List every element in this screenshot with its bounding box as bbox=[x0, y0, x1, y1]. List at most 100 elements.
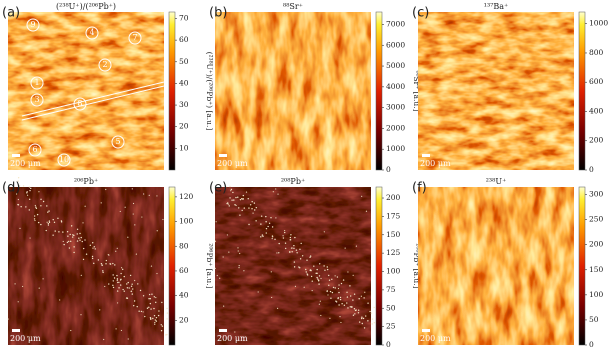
colorbar-tick-label: 100 bbox=[589, 290, 604, 299]
scale-bar-label: 200 μm bbox=[420, 334, 451, 343]
panel-label: (a) bbox=[2, 6, 20, 21]
colorbar-tick-label: 125 bbox=[386, 248, 401, 257]
scale-bar bbox=[422, 329, 430, 332]
colorbar-label: ²⁰⁸Pb⁺ [a.u.] bbox=[412, 243, 421, 288]
marker-circle bbox=[111, 135, 125, 149]
colorbar-tick-label: 7000 bbox=[386, 19, 405, 28]
colorbar-tick-label: 20 bbox=[179, 315, 189, 324]
colorbar-tick-label: 10 bbox=[179, 143, 189, 152]
colorbar-tick-label: 200 bbox=[589, 240, 604, 249]
colorbar bbox=[168, 11, 176, 171]
marker-label: 8 bbox=[77, 99, 82, 108]
colorbar-tick-label: 1000 bbox=[386, 144, 405, 153]
colorbar-tick-label: 70 bbox=[179, 13, 189, 22]
colorbar-tick-label: 120 bbox=[179, 192, 194, 201]
panel-title: ¹³⁷Ba⁺ bbox=[484, 2, 509, 11]
marker-circle bbox=[128, 31, 142, 45]
scale-bar bbox=[422, 154, 430, 157]
colorbar-tick-label: 40 bbox=[179, 291, 189, 300]
colorbar-tick-label: 50 bbox=[386, 303, 396, 312]
colorbar-tick-label: 0 bbox=[386, 165, 391, 174]
map-image bbox=[8, 187, 164, 345]
marker-label: 3 bbox=[34, 95, 39, 104]
colorbar-tick-label: 4000 bbox=[386, 82, 405, 91]
colorbar-label: ²⁰⁶Pb⁺ [a.u.] bbox=[205, 243, 214, 288]
panel-title: (²³⁸U⁺)/(²⁰⁶Pb⁺) bbox=[56, 2, 116, 11]
scale-bar-label: 200 μm bbox=[217, 159, 248, 168]
scale-bar bbox=[12, 154, 20, 157]
colorbar-tick-label: 25 bbox=[386, 322, 396, 331]
marker-label: 1 bbox=[34, 78, 39, 87]
colorbar-tick-label: 30 bbox=[179, 100, 189, 109]
colorbar-tick-label: 600 bbox=[589, 77, 604, 86]
colorbar-tick-label: 0 bbox=[589, 340, 594, 349]
profile-line bbox=[21, 81, 165, 117]
colorbar-tick-label: 400 bbox=[589, 106, 604, 115]
marker-circle bbox=[98, 58, 112, 72]
colorbar-tick-label: 60 bbox=[179, 35, 189, 44]
colorbar-tick-label: 800 bbox=[589, 48, 604, 57]
colorbar bbox=[578, 11, 586, 171]
map-image bbox=[215, 187, 371, 345]
colorbar-tick-label: 80 bbox=[179, 241, 189, 250]
panel-label: (c) bbox=[412, 6, 429, 21]
scale-bar bbox=[219, 329, 227, 332]
colorbar-tick-label: 250 bbox=[589, 215, 604, 224]
panel-label: (f) bbox=[412, 181, 427, 196]
colorbar-tick-label: 200 bbox=[589, 136, 604, 145]
scale-bar-label: 200 μm bbox=[420, 159, 451, 168]
colorbar-tick-label: 50 bbox=[179, 57, 189, 66]
marker-circle bbox=[30, 93, 44, 107]
panel-title: ⁸⁸Sr⁺ bbox=[283, 2, 303, 11]
scale-bar bbox=[12, 329, 20, 332]
colorbar-tick-label: 50 bbox=[589, 315, 599, 324]
colorbar-tick-label: 0 bbox=[589, 165, 594, 174]
map-image bbox=[215, 12, 371, 170]
colorbar-tick-label: 150 bbox=[589, 265, 604, 274]
scale-bar-label: 200 μm bbox=[10, 334, 41, 343]
scale-bar-label: 200 μm bbox=[217, 334, 248, 343]
colorbar-tick-label: 175 bbox=[386, 211, 401, 220]
marker-label: 6 bbox=[32, 145, 37, 154]
marker-label: 10 bbox=[59, 155, 69, 164]
scale-bar bbox=[219, 154, 227, 157]
scale-bar-label: 200 μm bbox=[10, 159, 41, 168]
marker-label: 4 bbox=[89, 28, 94, 37]
marker-label: 7 bbox=[132, 33, 137, 42]
colorbar bbox=[375, 11, 383, 171]
colorbar-tick-label: 3000 bbox=[386, 103, 405, 112]
marker-circle bbox=[30, 76, 44, 90]
colorbar-tick-label: 1000 bbox=[589, 19, 608, 28]
colorbar-tick-label: 150 bbox=[386, 230, 401, 239]
colorbar-tick-label: 200 bbox=[386, 193, 401, 202]
colorbar-tick-label: 75 bbox=[386, 285, 396, 294]
panel-title: ²⁰⁶Pb⁺ bbox=[74, 177, 98, 186]
marker-circle bbox=[57, 153, 71, 167]
map-image bbox=[418, 12, 574, 170]
colorbar bbox=[578, 186, 586, 346]
panel-label: (b) bbox=[209, 6, 227, 21]
marker-circle bbox=[73, 97, 87, 111]
colorbar-tick-label: 300 bbox=[589, 190, 604, 199]
colorbar bbox=[375, 186, 383, 346]
colorbar-tick-label: 0 bbox=[386, 340, 391, 349]
colorbar-tick-label: 5000 bbox=[386, 61, 405, 70]
panel-title: ²⁰⁸Pb⁺ bbox=[281, 177, 305, 186]
marker-circle bbox=[26, 18, 40, 32]
panel-title: ²³⁸U⁺ bbox=[486, 177, 507, 186]
panel-label: (d) bbox=[2, 181, 20, 196]
colorbar-tick-label: 6000 bbox=[386, 40, 405, 49]
colorbar-tick-label: 2000 bbox=[386, 123, 405, 132]
marker-circle bbox=[28, 143, 42, 157]
marker-label: 2 bbox=[102, 60, 107, 69]
colorbar-tick-label: 100 bbox=[386, 267, 401, 276]
colorbar-label: ⁸⁸Sr⁺ [a.u.] bbox=[412, 70, 421, 111]
marker-label: 9 bbox=[30, 20, 35, 29]
colorbar bbox=[168, 186, 176, 346]
colorbar-tick-label: 20 bbox=[179, 122, 189, 131]
profile-line bbox=[21, 85, 165, 121]
colorbar-tick-label: 60 bbox=[179, 266, 189, 275]
map-image bbox=[418, 187, 574, 345]
marker-circle bbox=[85, 26, 99, 40]
